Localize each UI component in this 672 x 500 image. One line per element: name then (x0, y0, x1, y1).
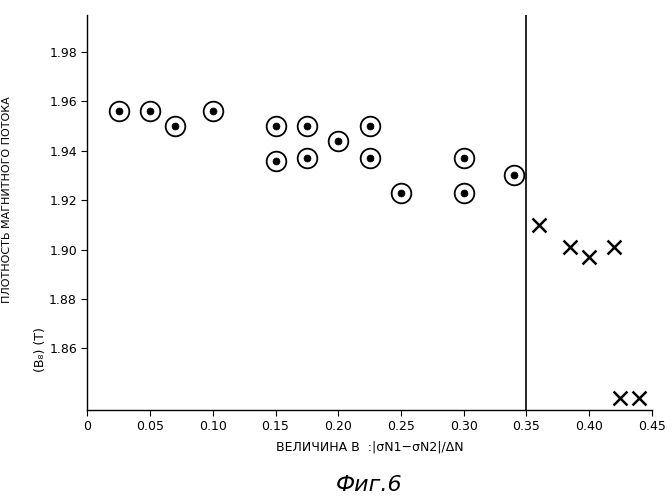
Text: ПЛОТНОСТЬ МАГНИТНОГО ПОТОКА: ПЛОТНОСТЬ МАГНИТНОГО ПОТОКА (2, 96, 11, 304)
Point (270, 156, 281, 164)
Point (509, 172, 519, 179)
Point (364, 122, 375, 130)
Point (458, 154, 469, 162)
Point (509, 172, 519, 179)
Point (364, 154, 375, 162)
Point (364, 122, 375, 130)
Point (534, 221, 544, 229)
Point (114, 108, 124, 116)
Point (302, 122, 312, 130)
Point (396, 188, 407, 196)
Point (364, 154, 375, 162)
Point (609, 243, 620, 251)
Point (114, 108, 124, 116)
Text: (B₈) (Т): (B₈) (Т) (34, 328, 47, 372)
Point (565, 243, 576, 251)
Point (302, 154, 312, 162)
Point (270, 122, 281, 130)
Point (144, 108, 155, 116)
Point (144, 108, 155, 116)
Text: Фиг.6: Фиг.6 (336, 475, 403, 495)
X-axis label: ВЕЛИЧИНА B  :|σN1−σN2|/ΔN: ВЕЛИЧИНА B :|σN1−σN2|/ΔN (276, 440, 464, 454)
Point (333, 137, 343, 145)
Point (615, 394, 626, 402)
Point (333, 137, 343, 145)
Point (270, 122, 281, 130)
Point (170, 122, 181, 130)
Point (170, 122, 181, 130)
Point (302, 154, 312, 162)
Point (458, 154, 469, 162)
Point (584, 253, 595, 261)
Point (634, 394, 644, 402)
Point (396, 188, 407, 196)
Point (302, 122, 312, 130)
Point (458, 188, 469, 196)
Point (208, 108, 218, 116)
Point (458, 188, 469, 196)
Point (270, 156, 281, 164)
Point (208, 108, 218, 116)
